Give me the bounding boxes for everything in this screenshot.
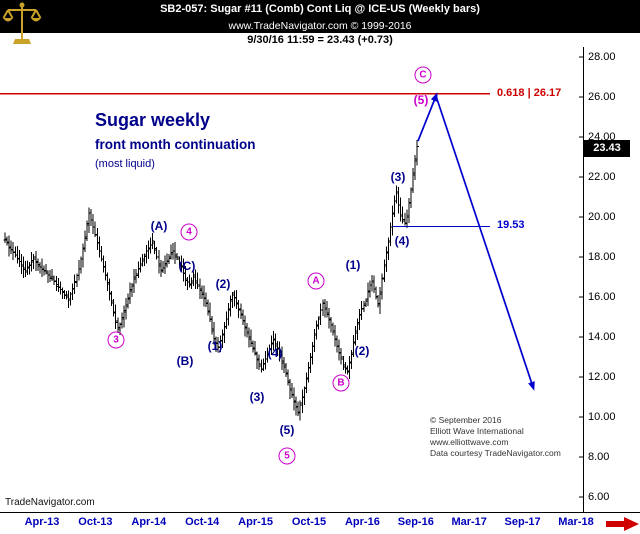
website-credit-bar: www.TradeNavigator.com © 1999-2016 xyxy=(0,19,640,33)
credit-line-website: www.elliottwave.com xyxy=(430,437,509,447)
price-bars xyxy=(3,140,419,421)
projection-arrows xyxy=(417,92,535,391)
credit-line-data-source: Data courtesy TradeNavigator.com xyxy=(430,448,561,458)
chart-annotation-note: (most liquid) xyxy=(95,158,155,170)
credit-line-company: Elliott Wave International xyxy=(430,426,524,436)
fib-resistance-level-label: 0.618 | 26.17 xyxy=(497,87,562,99)
chart-annotation-subtitle: front month continuation xyxy=(95,137,256,152)
level-lines xyxy=(0,92,490,228)
axes xyxy=(0,47,640,513)
quote-line: 9/30/16 11:59 = 23.43 (+0.73) xyxy=(0,33,640,48)
scales-of-justice-logo-icon xyxy=(2,2,42,44)
credit-line-copyright: © September 2016 xyxy=(430,415,502,425)
trade-navigator-watermark: TradeNavigator.com xyxy=(5,497,95,508)
ewi-credit-block: © September 2016 Elliott Wave Internatio… xyxy=(430,415,561,459)
chart-title-bar: SB2-057: Sugar #11 (Comb) Cont Liq @ ICE… xyxy=(0,0,640,19)
last-price-badge: 23.43 xyxy=(584,140,630,157)
chart-annotation-title: Sugar weekly xyxy=(95,110,211,130)
support-level-label: 19.53 xyxy=(497,219,525,231)
scroll-right-arrow[interactable] xyxy=(606,516,640,532)
